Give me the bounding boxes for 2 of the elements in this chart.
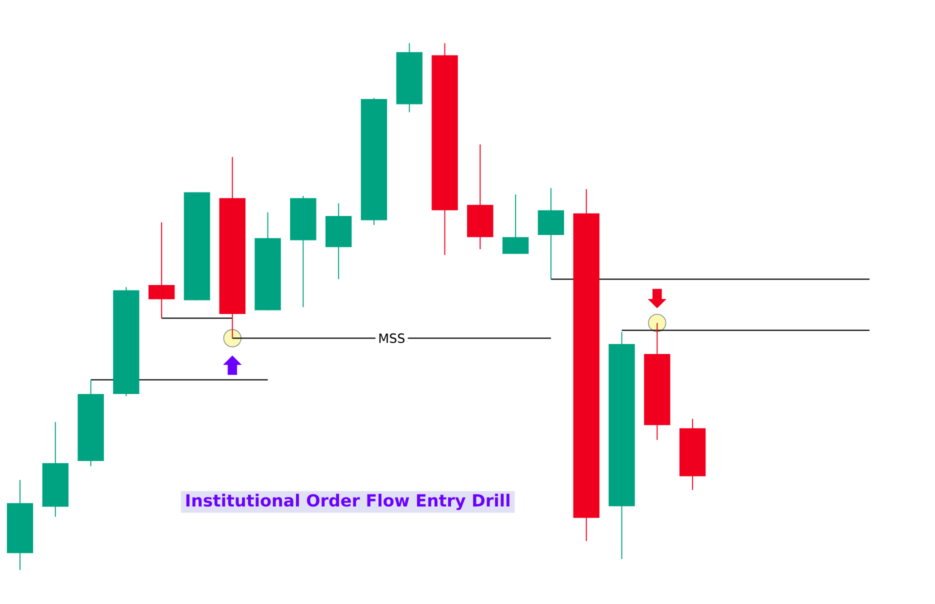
text: Institutional Order Flow Entry Drill <box>186 494 510 510</box>
annotation: MSS <box>379 333 404 344</box>
